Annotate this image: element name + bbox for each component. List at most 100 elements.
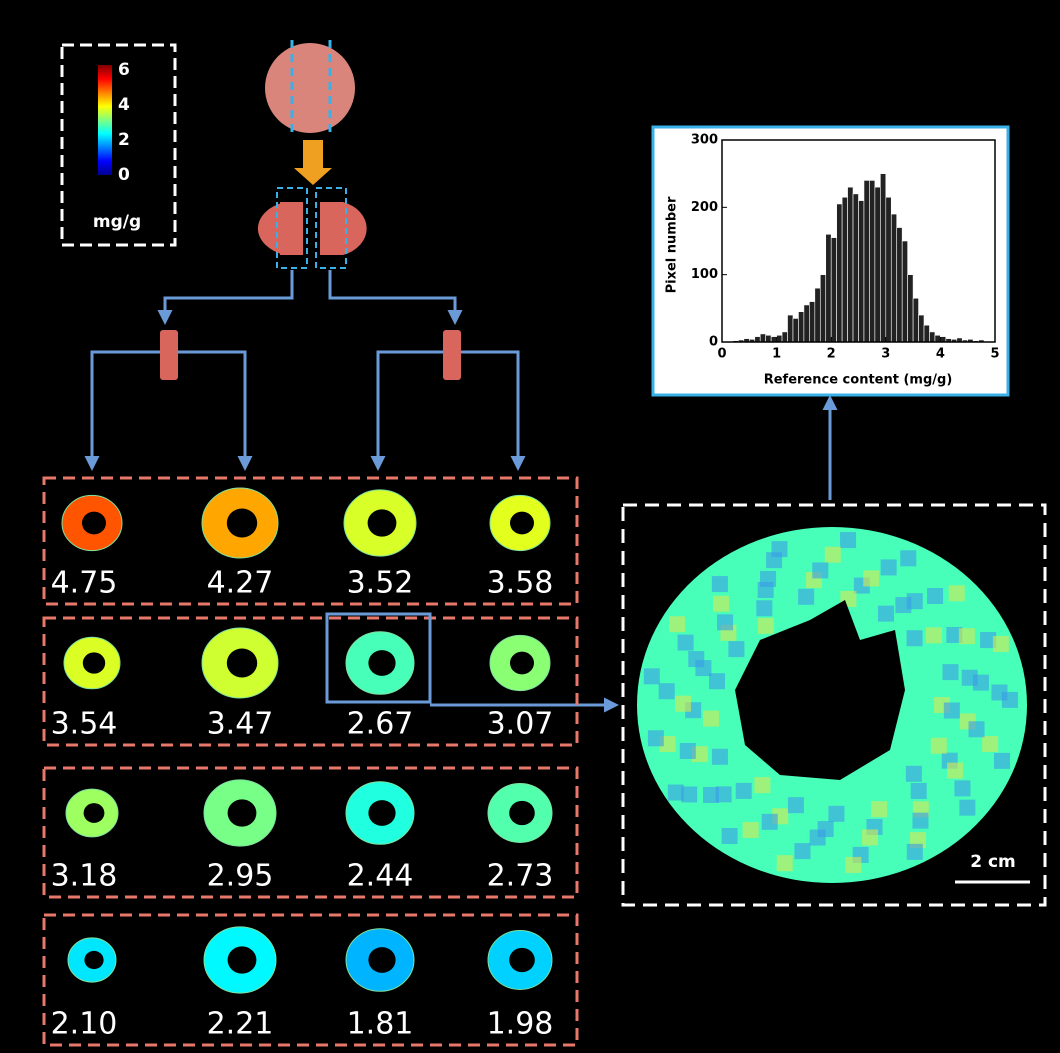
ring-value: 2.73 (487, 859, 554, 894)
scale-label: 2 cm (970, 852, 1016, 872)
colorbar-unit: mg/g (93, 212, 141, 232)
bar (902, 241, 907, 342)
bar (853, 194, 858, 342)
ring-value: 3.07 (487, 707, 554, 742)
texture (926, 627, 942, 643)
texture (871, 801, 887, 817)
ring-hole (509, 801, 535, 825)
texture (1002, 692, 1018, 708)
ring-value: 1.98 (487, 1007, 554, 1042)
texture (675, 696, 691, 712)
texture (728, 641, 744, 657)
bar (760, 334, 765, 342)
colorbar-tick-label: 4 (118, 95, 130, 115)
ring-value: 4.27 (207, 566, 274, 601)
x-tick-label: 1 (772, 347, 781, 362)
texture (777, 855, 793, 871)
bar (940, 337, 945, 342)
colorbar-tick-label: 2 (118, 130, 130, 150)
bar (804, 305, 809, 342)
bar (875, 187, 880, 342)
x-tick-label: 2 (827, 347, 836, 362)
texture (840, 532, 856, 548)
texture (907, 844, 923, 860)
colorbar-tick-label: 0 (118, 165, 130, 185)
texture (907, 593, 923, 609)
texture (878, 606, 894, 622)
ring-hole (510, 512, 534, 535)
ring-value: 3.18 (51, 859, 118, 894)
ring-value: 3.52 (347, 566, 414, 601)
bar (815, 288, 820, 342)
bar (908, 275, 913, 342)
texture (825, 547, 841, 563)
texture (713, 596, 729, 612)
texture (712, 749, 728, 765)
ring-hole (84, 803, 105, 823)
sub-slice (443, 330, 461, 380)
texture (644, 668, 660, 684)
texture (881, 559, 897, 575)
ring-hole (368, 650, 395, 676)
bar (935, 335, 940, 342)
texture (722, 828, 738, 844)
bar (831, 238, 836, 342)
texture (845, 857, 861, 873)
texture (907, 630, 923, 646)
bar (771, 337, 776, 342)
bar (919, 315, 924, 342)
texture (669, 616, 685, 632)
apple (265, 43, 355, 133)
texture (703, 787, 719, 803)
texture (736, 783, 752, 799)
ring-value: 2.44 (347, 859, 414, 894)
ring-value: 1.81 (347, 1007, 414, 1042)
colorbar-tick-label: 6 (118, 60, 130, 80)
texture (942, 664, 958, 680)
texture (668, 785, 684, 801)
texture (911, 783, 927, 799)
bar (913, 298, 918, 342)
colorbar (98, 65, 112, 175)
ring-hole (509, 948, 535, 972)
zoom-ring (637, 527, 1027, 883)
bar (755, 337, 760, 342)
ring-hole (227, 509, 257, 538)
texture (982, 736, 998, 752)
texture (756, 600, 772, 616)
texture (993, 636, 1009, 652)
texture (678, 635, 694, 651)
texture (709, 673, 725, 689)
bar (766, 335, 771, 342)
texture (659, 683, 675, 699)
texture (794, 843, 810, 859)
bar (809, 302, 814, 342)
y-tick-label: 0 (709, 335, 718, 350)
ring-value: 2.10 (51, 1007, 118, 1042)
x-axis-label: Reference content (mg/g) (764, 373, 953, 388)
ring-hole (228, 946, 257, 973)
ring-value: 4.75 (51, 566, 118, 601)
texture (680, 743, 696, 759)
texture (994, 753, 1010, 769)
texture (969, 721, 985, 737)
bar (798, 312, 803, 342)
x-tick-label: 0 (717, 347, 726, 362)
ring-value: 3.54 (51, 707, 118, 742)
texture (912, 813, 928, 829)
ring-value: 2.95 (207, 859, 274, 894)
texture (828, 806, 844, 822)
bar (820, 275, 825, 342)
ring-hole (368, 947, 395, 973)
texture (760, 571, 776, 587)
y-tick-label: 100 (691, 267, 718, 282)
ring-value: 2.21 (207, 1007, 274, 1042)
bar (859, 201, 864, 342)
x-tick-label: 3 (881, 347, 890, 362)
texture (931, 738, 947, 754)
texture (862, 829, 878, 845)
bar (837, 204, 842, 342)
texture (758, 618, 774, 634)
texture (762, 814, 778, 830)
texture (947, 763, 963, 779)
